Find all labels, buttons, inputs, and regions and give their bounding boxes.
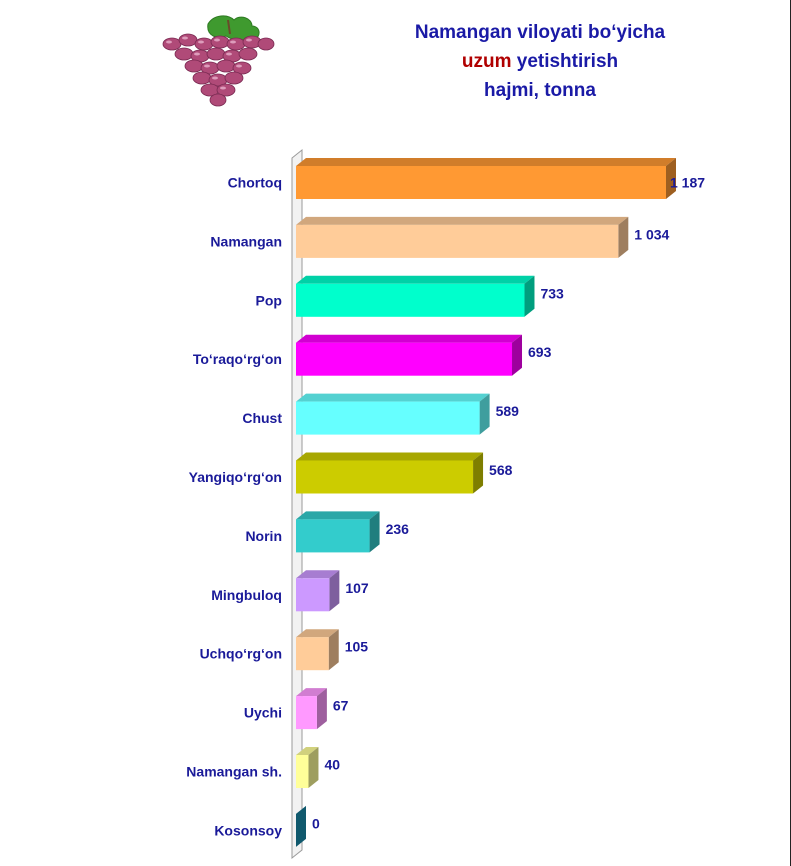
chart-title-accent: uzum: [461, 51, 512, 72]
value-label: 1 187: [670, 175, 705, 191]
bar-side-face: [296, 805, 306, 847]
bar-top-face: [296, 629, 339, 638]
bar-top-face: [296, 216, 629, 225]
bar-side-face: [512, 334, 523, 376]
bar-top-face: [296, 511, 380, 520]
category-label: Chust: [242, 410, 282, 426]
bar-front-face: [296, 401, 480, 435]
bar-top-face: [296, 452, 484, 461]
value-label: 105: [345, 639, 369, 655]
value-label: 0: [312, 815, 320, 831]
value-label: 67: [333, 698, 349, 714]
axis-wall: [291, 148, 303, 860]
bar-side-face: [473, 452, 484, 494]
bar-side-face: [328, 629, 339, 671]
value-label: 40: [324, 757, 340, 773]
bar-side-face: [618, 216, 629, 258]
bar-front-face: [296, 224, 619, 258]
bar-top-face: [296, 688, 327, 697]
bar-front-face: [296, 578, 330, 612]
bar-front-face: [296, 696, 317, 730]
category-label: Namangan: [210, 233, 282, 249]
category-label: Namangan sh.: [186, 764, 282, 780]
value-label: 733: [540, 285, 564, 301]
bar-6: [296, 452, 484, 494]
chart-title-line3: hajmi, tonna: [484, 80, 596, 101]
grapes-icon: [162, 15, 275, 107]
bar-7: [296, 511, 380, 553]
bar-8: [296, 570, 340, 612]
bar-top-face: [296, 393, 490, 402]
chart-title-line1: Namangan viloyati bo‘yicha: [414, 22, 666, 43]
bar-front-face: [296, 283, 525, 317]
category-label: Mingbuloq: [211, 587, 282, 603]
bar-12: [296, 805, 306, 847]
bar-front-face: [296, 755, 309, 788]
category-label: Kosonsoy: [214, 822, 282, 838]
category-label: Pop: [256, 292, 282, 308]
category-label: Norin: [245, 528, 282, 544]
category-label: To‘raqo‘rg‘on: [193, 351, 282, 367]
bar-top-face: [296, 158, 676, 166]
bar-front-face: [296, 460, 474, 494]
bar-2: [296, 216, 629, 258]
bar-front-face: [296, 637, 329, 671]
value-label: 589: [496, 403, 520, 419]
bar-side-face: [316, 688, 327, 730]
bar-side-face: [666, 158, 676, 199]
bar-top-face: [296, 570, 340, 579]
bar-front-face: [296, 342, 513, 376]
value-label: 107: [345, 580, 369, 596]
value-label: 568: [489, 462, 513, 478]
bar-side-face: [308, 747, 319, 788]
chart-title-line2: uzum yetishtirish: [360, 47, 720, 76]
bar-top-face: [296, 334, 523, 343]
value-label: 236: [386, 521, 410, 537]
bar-side-face: [479, 393, 490, 435]
category-label: Uchqo‘rg‘on: [200, 646, 282, 662]
chart-title-line2-rest: yetishtirish: [511, 51, 619, 72]
value-label: 693: [528, 344, 552, 360]
bar-front-face: [296, 166, 666, 199]
bar-10: [296, 688, 327, 730]
bar-side-face: [524, 275, 535, 317]
bar-9: [296, 629, 339, 671]
bar-front-face: [296, 519, 370, 553]
bar-11: [296, 747, 319, 788]
category-label: Uychi: [244, 705, 282, 721]
value-label: 1 034: [634, 226, 669, 242]
bar-5: [296, 393, 490, 435]
bar-side-face: [369, 511, 380, 553]
bar-top-face: [296, 275, 535, 284]
bar-1: [296, 158, 676, 199]
category-label: Chortoq: [228, 175, 282, 191]
bar-4: [296, 334, 523, 376]
bar-3: [296, 275, 535, 317]
bar-side-face: [329, 570, 340, 612]
bar-top-face: [296, 747, 319, 755]
category-label: Yangiqo‘rg‘on: [189, 469, 282, 485]
